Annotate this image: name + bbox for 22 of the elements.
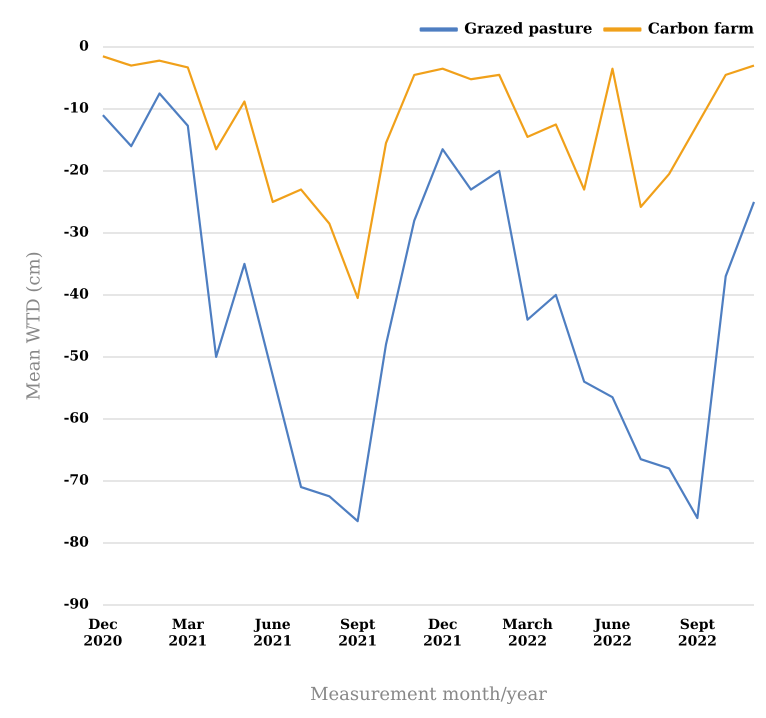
y-tick-label: -80 [64,534,90,550]
y-tick-label: -40 [64,286,90,303]
y-tick-label: -10 [64,100,90,117]
y-tick-label: -20 [64,162,90,179]
x-tick-label: Dec 2020 [83,616,123,650]
y-axis-title: Mean WTD (cm) [23,251,44,400]
x-tick-label: Mar 2021 [168,616,208,650]
x-tick-label: Sept 2021 [338,616,378,650]
legend-label: Grazed pasture [464,19,592,38]
y-tick-label: -50 [64,348,90,365]
x-tick-label: June 2022 [592,616,632,650]
y-tick-label: -30 [64,224,90,241]
x-axis-title: Measurement month/year [310,684,548,705]
x-tick-label: Sept 2022 [678,616,717,650]
x-tick-label: March 2022 [502,616,553,650]
x-tick-label: Dec 2021 [423,616,462,650]
y-tick-label: -60 [64,410,90,427]
y-tick-label: -90 [64,596,90,612]
x-tick-label: June 2021 [252,616,292,650]
y-tick-label: -70 [64,472,90,488]
legend-label: Carbon farm [648,19,754,38]
y-tick-label: 0 [79,38,90,55]
